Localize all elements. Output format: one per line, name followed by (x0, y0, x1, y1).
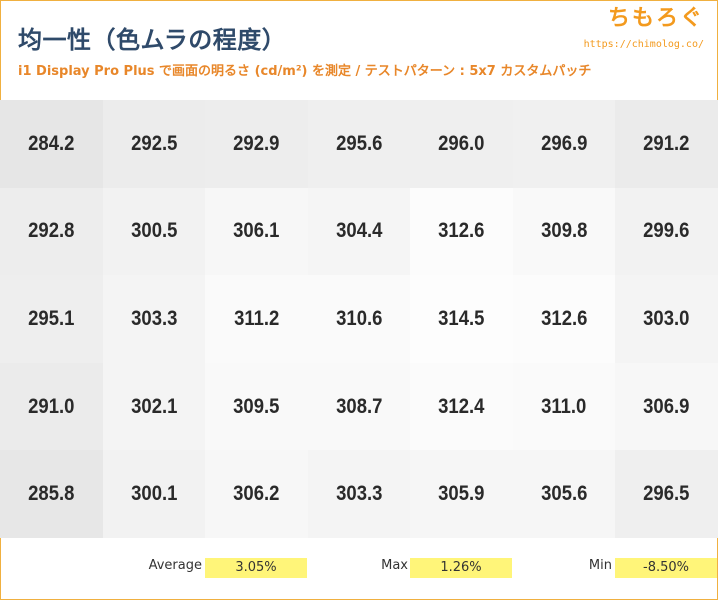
average-value: 3.05% (205, 558, 307, 578)
average-label: Average (148, 558, 202, 573)
heatmap-cell-value: 303.0 (643, 306, 690, 330)
heatmap-cell: 303.3 (102, 275, 206, 363)
heatmap-cell: 305.9 (410, 450, 513, 538)
heatmap-cell-value: 304.4 (335, 219, 383, 243)
heatmap-cell-value: 305.6 (540, 482, 588, 506)
heatmap-cell: 296.5 (615, 450, 718, 538)
heatmap-cell: 305.6 (512, 450, 616, 538)
heatmap-cell: 296.0 (410, 100, 513, 188)
heatmap-cell: 310.6 (307, 275, 411, 363)
heatmap-cell: 312.6 (410, 187, 513, 276)
heatmap-cell: 285.8 (0, 450, 103, 538)
heatmap-cell-value: 312.4 (438, 394, 485, 418)
logo-text: ちもろぐ (607, 6, 704, 31)
heatmap-cell-value: 295.6 (335, 131, 383, 155)
heatmap-cell-value: 306.2 (233, 482, 280, 506)
heatmap-cell: 292.8 (0, 187, 103, 276)
heatmap-cell: 302.1 (102, 362, 206, 451)
site-logo: ちもろぐ https://chimolog.co/ (584, 6, 704, 52)
heatmap-cell: 292.9 (205, 100, 308, 188)
heatmap-cell-value: 306.1 (233, 219, 280, 243)
heatmap-cell-value: 291.0 (28, 394, 75, 418)
heatmap-cell: 312.6 (512, 275, 616, 363)
min-label: Min (588, 558, 612, 573)
uniformity-heatmap: 284.2 292.5 292.9 295.6 296.0 296.9 291.2 292.8… (0, 100, 718, 538)
heatmap-cell: 309.5 (205, 362, 308, 451)
min-value: -8.50% (615, 558, 717, 578)
heatmap-cell-value: 299.6 (643, 219, 690, 243)
heatmap-cell-value: 296.5 (643, 482, 690, 506)
heatmap-cell-value: 292.5 (130, 131, 177, 155)
heatmap-cell-value: 285.8 (28, 482, 75, 506)
max-value: 1.26% (410, 558, 512, 578)
heatmap-cell: 295.6 (307, 100, 411, 188)
heatmap-cell-value: 311.2 (233, 306, 280, 330)
chart-subtitle: i1 Display Pro Plus で画面の明るさ (cd/m²) を測定 … (18, 64, 592, 79)
heatmap-cell: 300.1 (102, 450, 206, 538)
heatmap-cell: 300.5 (102, 187, 206, 276)
heatmap-cell: 296.9 (512, 100, 616, 188)
heatmap-cell-value: 312.6 (540, 306, 588, 330)
heatmap-cell: 312.4 (410, 362, 513, 451)
heatmap-cell-value: 292.8 (28, 219, 75, 243)
heatmap-cell-value: 291.2 (643, 131, 690, 155)
heatmap-cell: 303.3 (307, 450, 411, 538)
heatmap-cell-value: 310.6 (335, 306, 383, 330)
heatmap-cell-value: 300.5 (130, 219, 177, 243)
heatmap-cell: 308.7 (307, 362, 411, 451)
heatmap-cell: 306.2 (205, 450, 308, 538)
heatmap-cell: 309.8 (512, 187, 616, 276)
logo-url: https://chimolog.co/ (583, 39, 704, 50)
heatmap-cell: 291.2 (615, 100, 718, 188)
heatmap-cell: 306.1 (205, 187, 308, 276)
heatmap-cell-value: 302.1 (130, 394, 177, 418)
heatmap-cell: 304.4 (307, 187, 411, 276)
heatmap-cell: 314.5 (410, 275, 513, 363)
heatmap-cell-value: 295.1 (28, 306, 75, 330)
heatmap-cell: 284.2 (0, 100, 103, 188)
chart-title: 均一性（色ムラの程度） (18, 26, 287, 54)
heatmap-cell: 311.0 (512, 362, 616, 451)
heatmap-cell-value: 284.2 (28, 131, 75, 155)
heatmap-cell-value: 303.3 (335, 482, 383, 506)
heatmap-cell: 291.0 (0, 362, 103, 451)
heatmap-cell-value: 296.0 (438, 131, 485, 155)
heatmap-cell: 299.6 (615, 187, 718, 276)
heatmap-cell-value: 300.1 (130, 482, 177, 506)
heatmap-cell-value: 292.9 (233, 131, 280, 155)
heatmap-cell: 295.1 (0, 275, 103, 363)
heatmap-cell: 303.0 (615, 275, 718, 363)
heatmap-cell-value: 314.5 (438, 306, 485, 330)
stats-bar: Average 3.05% Max 1.26% Min -8.50% (0, 538, 718, 600)
heatmap-cell-value: 308.7 (335, 394, 383, 418)
heatmap-cell-value: 296.9 (540, 131, 588, 155)
heatmap-cell-value: 305.9 (438, 482, 485, 506)
heatmap-cell-value: 311.0 (541, 394, 587, 418)
heatmap-cell-value: 306.9 (643, 394, 690, 418)
heatmap-cell-value: 309.8 (540, 219, 588, 243)
heatmap-cell-value: 312.6 (438, 219, 485, 243)
heatmap-cell: 311.2 (205, 275, 308, 363)
heatmap-cell: 292.5 (102, 100, 206, 188)
heatmap-cell: 306.9 (615, 362, 718, 451)
heatmap-cell-value: 309.5 (233, 394, 280, 418)
max-label: Max (381, 558, 408, 573)
heatmap-cell-value: 303.3 (130, 306, 177, 330)
